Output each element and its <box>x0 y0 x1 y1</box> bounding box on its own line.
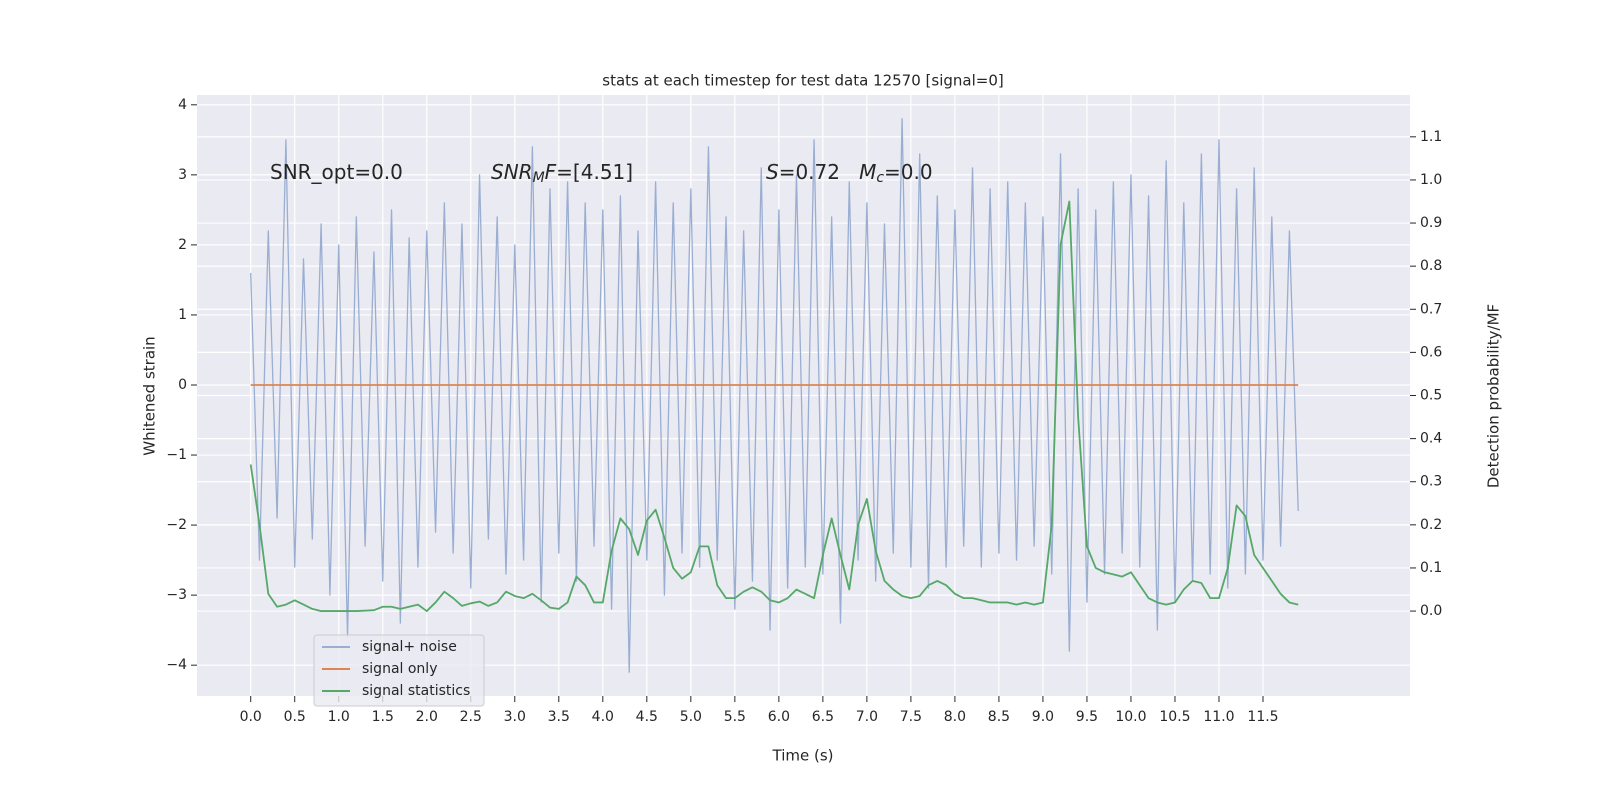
x-tick-label: 1.0 <box>328 709 350 725</box>
annotation-part: M <box>859 160 876 184</box>
x-tick-label: 3.5 <box>548 709 570 725</box>
y2-tick-label: 0.8 <box>1420 258 1442 274</box>
y2-tick-label: 0.1 <box>1420 560 1442 576</box>
annotation-part: M <box>533 170 545 186</box>
y-tick-label: −3 <box>166 587 187 603</box>
annotation-part: =0.0 <box>884 160 933 184</box>
series-line <box>250 118 1299 673</box>
x-tick-label: 6.5 <box>812 709 834 725</box>
legend-label: signal+ noise <box>362 639 457 655</box>
y2-tick-label: 0.6 <box>1420 344 1442 360</box>
annotation-part: SNR <box>491 160 533 184</box>
y-tick-label: 4 <box>178 97 187 113</box>
annotation-part: c <box>876 170 884 186</box>
x-tick-label: 11.0 <box>1203 709 1234 725</box>
x-tick-label: 7.0 <box>856 709 878 725</box>
annotation: S=0.72 Mc=0.0 <box>766 160 933 187</box>
x-tick-label: 4.0 <box>592 709 614 725</box>
x-tick-label: 0.5 <box>284 709 306 725</box>
legend-box <box>313 634 485 707</box>
y-axis-label: Whitened strain <box>141 336 159 455</box>
legend-label: signal statistics <box>362 683 470 699</box>
y2-tick-label: 0.7 <box>1420 301 1442 317</box>
y-tick-label: −2 <box>166 517 187 533</box>
chart-title: stats at each timestep for test data 125… <box>602 72 1003 90</box>
y-tick-label: −1 <box>166 447 187 463</box>
annotation-part: S <box>766 160 779 184</box>
y-tick-label: −4 <box>166 657 187 673</box>
x-tick-label: 4.5 <box>636 709 658 725</box>
x-tick-label: 10.5 <box>1159 709 1190 725</box>
x-tick-label: 5.0 <box>680 709 702 725</box>
annotation: SNR_opt=0.0 <box>270 160 403 184</box>
annotation: SNRMF=[4.51] <box>491 160 633 187</box>
y2-tick-label: 0.9 <box>1420 215 1442 231</box>
x-tick-label: 6.0 <box>768 709 790 725</box>
annotation-part: =0.72 <box>779 160 859 184</box>
x-tick-label: 1.5 <box>372 709 394 725</box>
annotation-part: SNR_opt=0.0 <box>270 160 403 184</box>
x-tick-label: 0.0 <box>240 709 262 725</box>
series-line <box>249 200 1299 612</box>
y-tick-label: 3 <box>178 167 187 183</box>
y2-tick-label: 0.2 <box>1420 517 1442 533</box>
y2-tick-label: 0.3 <box>1420 474 1442 490</box>
x-tick-label: 5.5 <box>724 709 746 725</box>
y2-tick-label: 1.1 <box>1420 129 1442 145</box>
x-axis-label: Time (s) <box>772 747 834 765</box>
x-tick-label: 9.0 <box>1032 709 1054 725</box>
x-tick-label: 8.0 <box>944 709 966 725</box>
y2-tick-label: 0.5 <box>1420 388 1442 404</box>
x-tick-label: 3.0 <box>504 709 526 725</box>
x-tick-label: 10.0 <box>1115 709 1146 725</box>
y2-tick-label: 0.4 <box>1420 431 1442 447</box>
x-tick-label: 11.5 <box>1247 709 1278 725</box>
x-tick-label: 8.5 <box>988 709 1010 725</box>
y-tick-label: 0 <box>178 377 187 393</box>
x-tick-label: 2.0 <box>416 709 438 725</box>
annotation-part: F <box>545 160 557 184</box>
y2-tick-label: 0.0 <box>1420 603 1442 619</box>
annotation-part: =[4.51] <box>556 160 633 184</box>
y2-axis-label: Detection probability/MF <box>1485 304 1503 488</box>
x-tick-label: 7.5 <box>900 709 922 725</box>
x-tick-label: 9.5 <box>1076 709 1098 725</box>
y-tick-label: 1 <box>178 307 187 323</box>
x-tick-label: 2.5 <box>460 709 482 725</box>
y-tick-label: 2 <box>178 237 187 253</box>
y2-tick-label: 1.0 <box>1420 172 1442 188</box>
legend-label: signal only <box>362 661 437 677</box>
